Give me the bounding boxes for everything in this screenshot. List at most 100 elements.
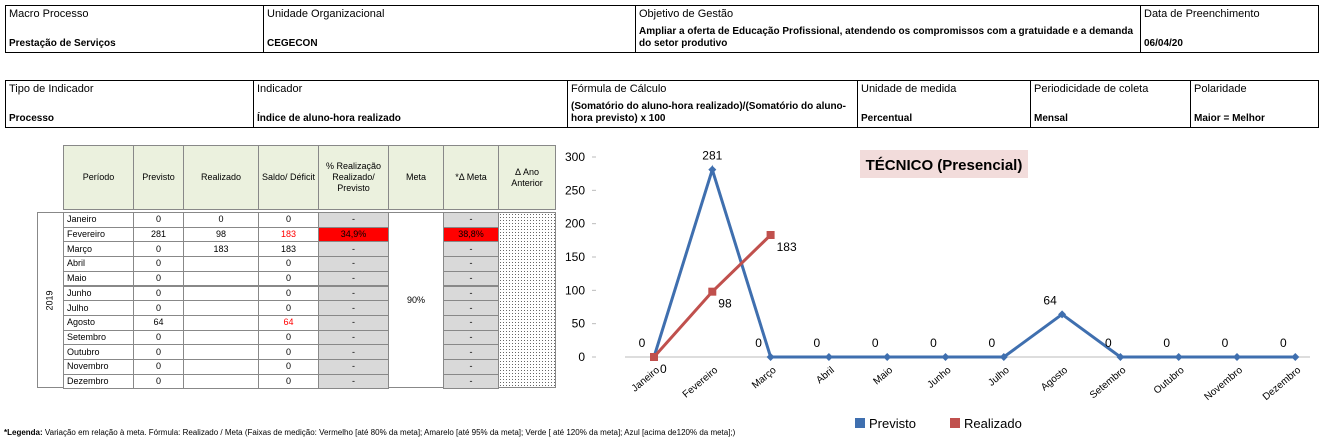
table-cell: 0 [133,270,184,287]
table-cell: - [318,344,389,360]
column-header: % Realização Realizado/ Previsto [318,145,389,210]
header-cell: Objetivo de Gestão Ampliar a oferta de Ed… [635,5,1141,53]
header-label: Fórmula de Cálculo [571,83,667,95]
x-tick-label: Outubro [1152,365,1187,397]
table-cell: Maio [63,270,134,287]
point [1233,353,1241,361]
table-cell: 0 [258,329,319,346]
table-cell: Junho [63,285,134,302]
column-header: Realizado [183,145,259,210]
table-cell: 0 [258,256,319,272]
table-cell: - [318,212,389,228]
point [999,353,1008,361]
footer-text: Variação em relação à meta. Fórmula: Rea… [42,428,736,437]
table-cell: 183 [183,241,259,258]
x-tick-label: Agosto [1039,365,1070,394]
chart-title: TÉCNICO (Presencial) [866,157,1023,174]
data-label: 0 [1105,336,1112,350]
year-cell: 2019 [37,212,64,389]
header-cell: Macro Processo Prestação de Serviços [5,5,264,53]
x-tick-label: Fevereiro [681,365,721,401]
table-cell: - [443,241,499,258]
x-tick-label: Dezembro [1261,365,1304,403]
header-label: Tipo de Indicador [9,83,94,95]
header-cell: Fórmula de Cálculo (Somatório do aluno-ho… [567,80,858,128]
x-tick-label: Novembro [1203,365,1246,403]
header-value: Maior = Melhor [1194,113,1265,124]
column-header: Δ Ano Anterior [498,145,556,210]
table-cell: 0 [183,212,259,228]
header-label: Macro Processo [9,8,89,20]
corner [37,145,64,210]
y-tick-label: 100 [565,283,585,297]
header-cell: Unidade Organizacional CEGECON [263,5,636,53]
x-tick-label: Janeiro [630,365,663,395]
table-cell [183,359,259,375]
point [708,287,717,296]
table-cell: - [443,285,499,302]
table-cell: Fevereiro [63,226,134,243]
table-cell: Outubro [63,344,134,360]
point [1174,353,1183,361]
table-cell: Abril [63,256,134,272]
data-label: 183 [777,240,797,254]
column-header: Período [63,145,134,210]
header-value: Mensal [1034,113,1068,124]
hatch-cell [498,212,556,389]
x-tick-label: Junho [925,365,953,391]
data-label: 0 [930,336,937,350]
point [650,353,658,361]
table-cell: - [318,373,389,390]
point [766,231,775,239]
point [1058,310,1067,319]
table-cell: Novembro [63,359,134,375]
table-cell: 0 [133,285,184,302]
table-cell: Dezembro [63,373,134,390]
table-cell: - [443,300,499,316]
table-cell: - [443,344,499,360]
table-cell: 0 [133,300,184,316]
table-cell: 0 [133,241,184,258]
header-cell: Polaridade Maior = Melhor [1190,80,1319,128]
x-tick-label: Setembro [1088,365,1129,402]
column-header: Meta [388,145,444,210]
table-cell: - [443,270,499,287]
table-cell: 0 [258,359,319,375]
legend-label: Realizado [964,416,1022,431]
data-label: 0 [660,362,667,376]
table-cell [183,314,259,331]
header-label: Unidade Organizacional [267,8,385,20]
header-value: Percentual [861,113,913,124]
table-cell: Julho [63,300,134,316]
data-label: 281 [702,149,722,163]
header-value: (Somatório do aluno-hora realizado)/(Som… [571,101,846,124]
header-label: Indicador [257,83,303,95]
table-cell [183,373,259,390]
table-cell: 98 [183,226,259,243]
x-tick-label: Março [750,365,779,392]
table-cell: 0 [258,300,319,316]
table-cell: Março [63,241,134,258]
table-cell: 64 [258,314,319,331]
table-cell: 0 [258,212,319,228]
point [650,353,658,361]
header-cell: Unidade de medida Percentual [857,80,1031,128]
table-cell: 0 [133,329,184,346]
table-cell: 0 [258,344,319,360]
table-cell: Janeiro [63,212,134,228]
y-tick-label: 50 [572,317,586,331]
table-cell: 0 [133,373,184,390]
footer: *Legenda: Variação em relação à meta. Fó… [4,428,735,437]
data-label: 98 [718,297,732,311]
header-value: Prestação de Serviços [9,38,116,49]
table-cell: 0 [133,212,184,228]
header-label: Data de Preenchimento [1144,8,1260,20]
header-cell: Indicador Índice de aluno-hora realizado [253,80,568,128]
header-label: Unidade de medida [861,83,957,95]
table-cell: 183 [258,241,319,258]
point [941,353,950,361]
y-tick-label: 300 [565,150,585,164]
table-cell: 183 [258,226,319,243]
table-cell: - [318,270,389,287]
header-cell: Periodicidade de coleta Mensal [1030,80,1191,128]
